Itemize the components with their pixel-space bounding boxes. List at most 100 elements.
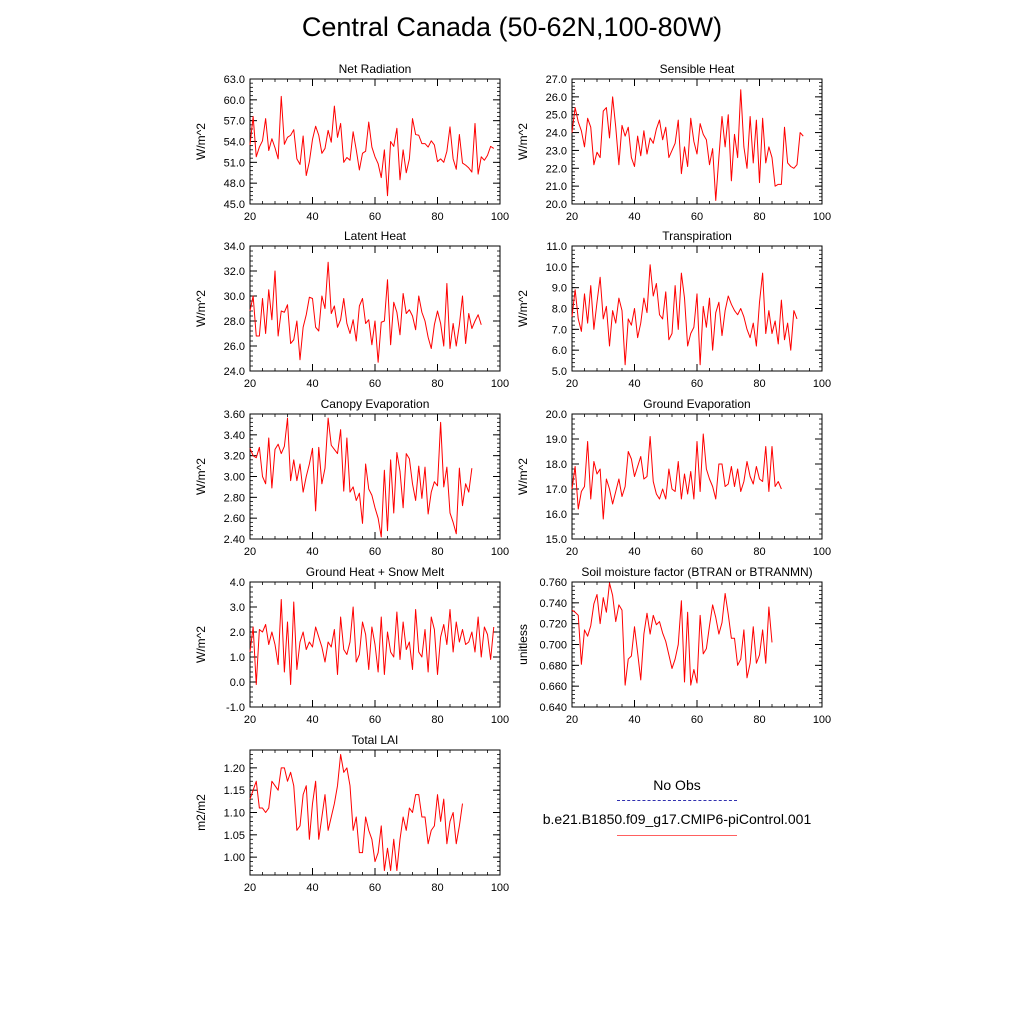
y-tick-label: 3.0: [230, 602, 245, 614]
y-tick-label: 18.0: [546, 459, 567, 471]
x-tick-label: 20: [244, 546, 256, 558]
y-tick-label: 0.640: [539, 702, 567, 714]
y-tick-label: 60.0: [224, 95, 245, 107]
series-line: [249, 753, 463, 872]
y-tick-label: 3.00: [224, 472, 245, 484]
series-line: [249, 95, 495, 197]
x-tick-label: 100: [491, 546, 509, 558]
y-tick-label: 3.40: [224, 430, 245, 442]
y-tick-label: 1.05: [224, 830, 245, 842]
y-tick-label: -1.0: [226, 702, 245, 714]
series-line: [571, 582, 773, 686]
y-tick-label: 10.0: [546, 262, 567, 274]
panel-latent-heat: Latent Heat W/m^2 20 40 60 80 100 24.0 26.0 28.0 3…: [194, 229, 509, 390]
series-line: [571, 264, 798, 366]
panel-title: Ground Heat + Snow Melt: [306, 565, 445, 579]
y-axis-label: W/m^2: [516, 123, 530, 160]
y-tick-label: 7.0: [552, 324, 567, 336]
y-tick-label: 63.0: [224, 74, 245, 86]
plot-frame: [571, 78, 823, 205]
x-tick-label: 20: [244, 714, 256, 726]
x-tick-label: 20: [566, 714, 578, 726]
x-tick-label: 40: [306, 714, 318, 726]
panel-title: Ground Evaporation: [643, 397, 750, 411]
panel-sensible-heat: Sensible Heat W/m^2 20 40 60 80 100 20.0 21.0 22.…: [516, 62, 831, 223]
x-tick-label: 100: [491, 378, 509, 390]
x-tick-label: 80: [753, 378, 765, 390]
plot-frame: [571, 245, 823, 372]
x-tick-label: 80: [431, 378, 443, 390]
x-tick-label: 60: [369, 714, 381, 726]
x-tick-label: 100: [813, 714, 831, 726]
x-tick-label: 80: [431, 882, 443, 894]
x-tick-label: 40: [306, 546, 318, 558]
x-tick-label: 20: [244, 378, 256, 390]
y-tick-label: 2.60: [224, 513, 245, 525]
legend: No Obs b.e21.B1850.f09_g17.CMIP6-piContr…: [512, 775, 842, 836]
panel-total-lai: Total LAI m2/m2 20 40 60 80 100 1.00 1.05 1.10 1.1…: [194, 733, 509, 894]
x-tick-label: 60: [369, 211, 381, 223]
y-tick-label: 26.0: [224, 341, 245, 353]
y-tick-label: 20.0: [546, 199, 567, 211]
y-tick-label: 6.0: [552, 345, 567, 357]
y-axis-label: W/m^2: [516, 290, 530, 327]
x-tick-label: 40: [306, 882, 318, 894]
series-line: [249, 261, 482, 363]
y-tick-label: 0.680: [539, 660, 567, 672]
y-tick-label: 24.0: [224, 366, 245, 378]
y-tick-label: 45.0: [224, 199, 245, 211]
panel-canopy-evaporation: Canopy Evaporation W/m^2 20 40 60 80 100 2.40 2.…: [194, 397, 509, 558]
panel-title: Soil moisture factor (BTRAN or BTRANMN): [581, 565, 812, 579]
panel-soil-moisture-factor-btran-or-btranmn: Soil moisture factor (BTRAN or BTRANMN) u…: [516, 565, 831, 726]
y-tick-label: 16.0: [546, 509, 567, 521]
plot-frame: [249, 78, 501, 205]
x-tick-label: 60: [691, 378, 703, 390]
x-tick-label: 100: [491, 714, 509, 726]
y-tick-label: 4.0: [230, 577, 245, 589]
x-tick-label: 80: [431, 714, 443, 726]
y-tick-label: 28.0: [224, 316, 245, 328]
x-tick-label: 80: [431, 546, 443, 558]
legend-label-model: b.e21.B1850.f09_g17.CMIP6-piControl.001: [542, 811, 812, 827]
panel-title: Total LAI: [352, 733, 399, 747]
y-tick-label: 20.0: [546, 409, 567, 421]
legend-line-obs: [617, 800, 737, 801]
panel-ground-evaporation: Ground Evaporation W/m^2 20 40 60 80 100 15.0 16…: [516, 397, 831, 558]
y-axis-label: W/m^2: [516, 458, 530, 495]
x-tick-label: 100: [491, 882, 509, 894]
series-line: [249, 417, 473, 538]
x-tick-label: 100: [491, 211, 509, 223]
y-tick-label: 48.0: [224, 178, 245, 190]
x-tick-label: 40: [628, 378, 640, 390]
x-tick-label: 80: [431, 211, 443, 223]
y-tick-label: 1.0: [230, 652, 245, 664]
y-tick-label: 0.740: [539, 598, 567, 610]
x-tick-label: 100: [813, 211, 831, 223]
y-tick-label: 2.0: [230, 627, 245, 639]
x-tick-label: 20: [244, 211, 256, 223]
y-tick-label: 23.0: [546, 145, 567, 157]
x-tick-label: 80: [753, 546, 765, 558]
y-axis-label: W/m^2: [194, 290, 208, 327]
y-tick-label: 0.0: [230, 677, 245, 689]
x-tick-label: 40: [628, 211, 640, 223]
y-tick-label: 22.0: [546, 163, 567, 175]
panel-title: Sensible Heat: [660, 62, 735, 76]
y-tick-label: 0.660: [539, 681, 567, 693]
y-tick-label: 17.0: [546, 484, 567, 496]
y-tick-label: 0.700: [539, 640, 567, 652]
y-tick-label: 5.0: [552, 366, 567, 378]
x-tick-label: 60: [691, 211, 703, 223]
panel-net-radiation: Net Radiation W/m^2 20 40 60 80 100 45.0 48.0 51.…: [194, 62, 509, 223]
x-tick-label: 40: [306, 378, 318, 390]
y-tick-label: 1.10: [224, 808, 245, 820]
plot-frame: [249, 413, 501, 540]
series-line: [571, 89, 804, 201]
y-tick-label: 32.0: [224, 266, 245, 278]
y-tick-label: 26.0: [546, 92, 567, 104]
panel-title: Canopy Evaporation: [321, 397, 430, 411]
x-tick-label: 20: [566, 211, 578, 223]
y-tick-label: 3.60: [224, 409, 245, 421]
y-tick-label: 1.15: [224, 785, 245, 797]
